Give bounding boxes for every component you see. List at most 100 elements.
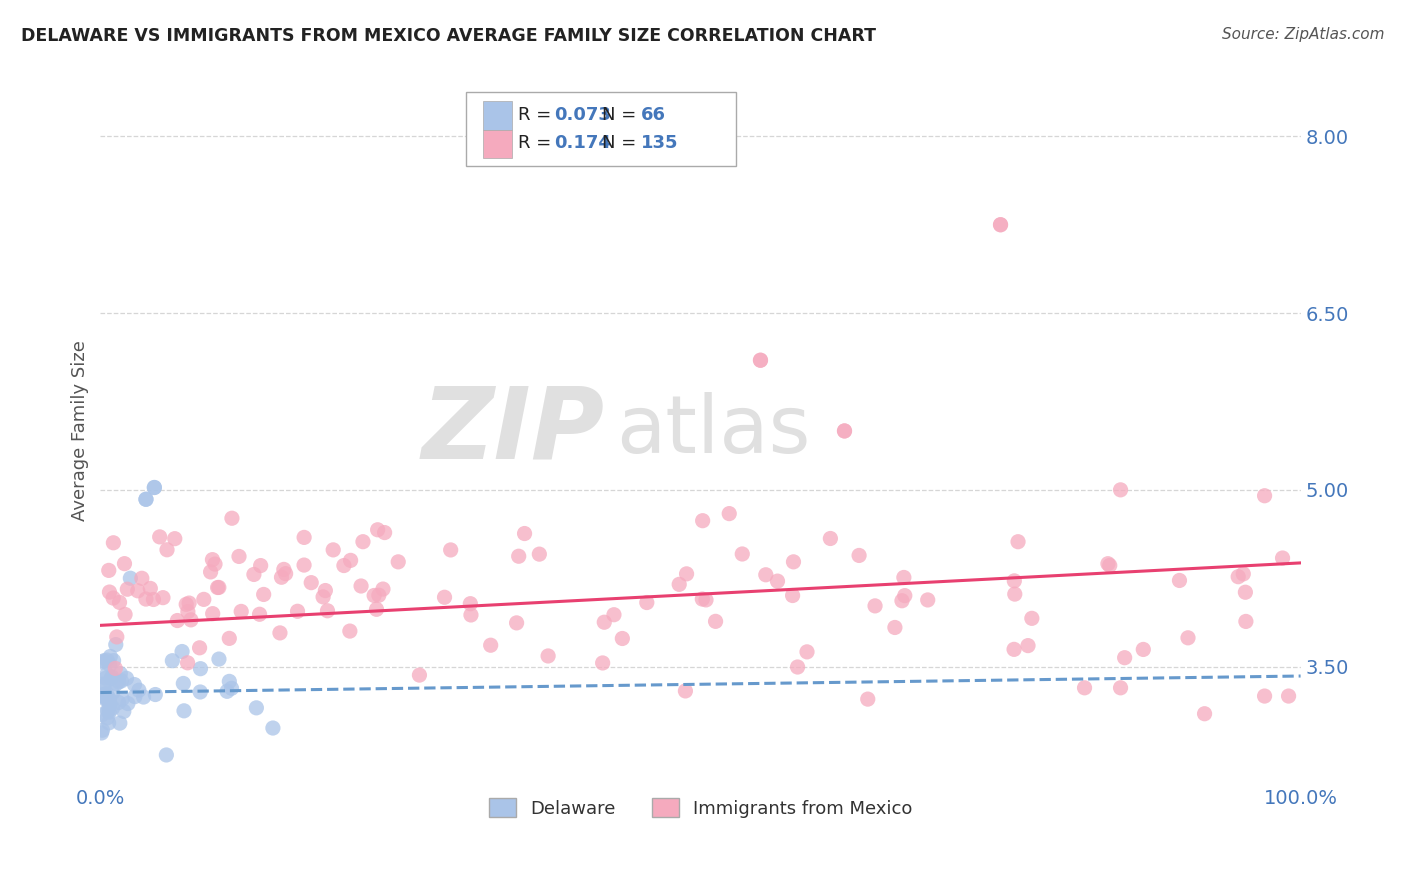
Point xyxy=(90,707,112,722)
Point xyxy=(863,599,886,613)
Point xyxy=(127,583,149,598)
Point xyxy=(1232,566,1254,581)
Text: 0.073: 0.073 xyxy=(554,106,612,124)
Point xyxy=(796,645,818,659)
Point xyxy=(316,604,339,618)
Point xyxy=(894,589,917,603)
Point xyxy=(190,662,212,676)
Point xyxy=(163,532,186,546)
Point xyxy=(782,555,804,569)
Point xyxy=(142,592,165,607)
Point xyxy=(820,532,842,546)
Point xyxy=(1073,681,1095,695)
Point xyxy=(156,542,179,557)
Point xyxy=(93,678,115,692)
Point xyxy=(98,699,121,714)
Point xyxy=(891,593,914,607)
Text: ZIP: ZIP xyxy=(422,383,605,479)
Point xyxy=(262,721,284,735)
Point xyxy=(537,648,560,663)
Point xyxy=(139,582,162,596)
Point xyxy=(786,660,808,674)
Point xyxy=(917,593,939,607)
Point xyxy=(766,574,789,588)
Point xyxy=(90,726,112,740)
Point xyxy=(105,676,128,690)
Point xyxy=(152,591,174,605)
Point xyxy=(124,690,146,704)
Point xyxy=(274,566,297,581)
Point xyxy=(374,525,396,540)
Point xyxy=(200,565,222,579)
Point xyxy=(1277,689,1299,703)
Point xyxy=(143,688,166,702)
Point xyxy=(990,218,1012,232)
Point xyxy=(270,570,292,584)
Point xyxy=(104,661,127,675)
Point xyxy=(103,654,125,668)
Text: 66: 66 xyxy=(641,106,665,124)
Point xyxy=(124,677,146,691)
Point xyxy=(1253,489,1275,503)
Point xyxy=(231,604,253,618)
Point xyxy=(529,547,551,561)
Point xyxy=(1168,574,1191,588)
Point xyxy=(114,557,136,571)
Text: N =: N = xyxy=(602,106,643,124)
Point xyxy=(135,492,157,507)
Point xyxy=(782,589,804,603)
Point xyxy=(363,589,385,603)
Point xyxy=(848,549,870,563)
Point xyxy=(93,690,115,704)
Point xyxy=(101,701,124,715)
Point xyxy=(1114,650,1136,665)
Point xyxy=(188,640,211,655)
Point xyxy=(636,595,658,609)
Point xyxy=(292,530,315,544)
Point xyxy=(94,671,117,685)
Point xyxy=(273,562,295,576)
Point xyxy=(105,630,128,644)
Point xyxy=(96,691,118,706)
Point xyxy=(188,685,211,699)
Point xyxy=(217,684,239,698)
Point xyxy=(460,607,482,622)
Point xyxy=(612,632,634,646)
Point xyxy=(692,592,714,607)
Point xyxy=(201,552,224,566)
Point xyxy=(173,704,195,718)
Point xyxy=(170,644,193,658)
Point xyxy=(856,692,879,706)
Point xyxy=(371,582,394,596)
Legend: Delaware, Immigrants from Mexico: Delaware, Immigrants from Mexico xyxy=(481,791,920,825)
Point xyxy=(221,511,243,525)
Point xyxy=(90,689,112,703)
Point xyxy=(94,688,117,702)
Point xyxy=(98,698,121,712)
Point xyxy=(101,591,124,605)
Point xyxy=(433,591,456,605)
Point xyxy=(115,671,138,685)
Point xyxy=(322,542,344,557)
Point xyxy=(97,715,120,730)
Point xyxy=(367,523,389,537)
Point xyxy=(408,668,430,682)
Point xyxy=(110,673,132,688)
Text: 0.174: 0.174 xyxy=(554,134,612,153)
Point xyxy=(93,654,115,668)
Point xyxy=(143,481,166,495)
Point xyxy=(143,481,166,495)
Point xyxy=(207,581,229,595)
Point xyxy=(352,534,374,549)
Point xyxy=(108,674,131,689)
Point xyxy=(893,570,915,584)
Point xyxy=(97,563,120,577)
Point xyxy=(221,681,243,696)
Point xyxy=(155,747,177,762)
Point xyxy=(505,615,527,630)
Point xyxy=(96,653,118,667)
Point xyxy=(287,604,309,618)
Point xyxy=(91,723,114,738)
Point xyxy=(1253,689,1275,703)
Point xyxy=(460,597,482,611)
